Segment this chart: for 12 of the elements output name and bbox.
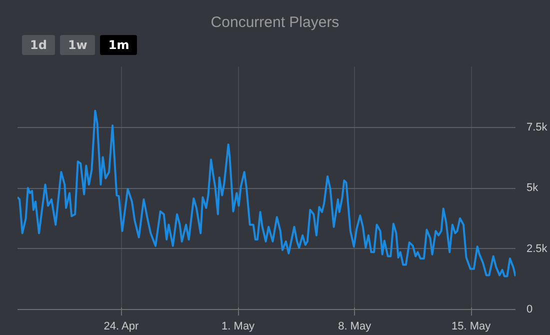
text: 1d [22, 35, 55, 55]
y-tick-label: 7.5k [526, 121, 548, 134]
y-tick-label: 0 [526, 304, 533, 316]
x-tick-label: 15. May [452, 320, 492, 332]
y-tick-label: 5k [526, 182, 539, 194]
x-tick-label: 8. May [338, 320, 372, 332]
x-tick-label: 1. May [222, 320, 256, 332]
text: 1m [100, 35, 138, 55]
text: 1w [60, 35, 96, 55]
chart-title: Concurrent Players [210, 13, 340, 31]
x-tick-label: 24. Apr [104, 320, 139, 332]
y-tick-label: 2.5k [526, 242, 548, 255]
